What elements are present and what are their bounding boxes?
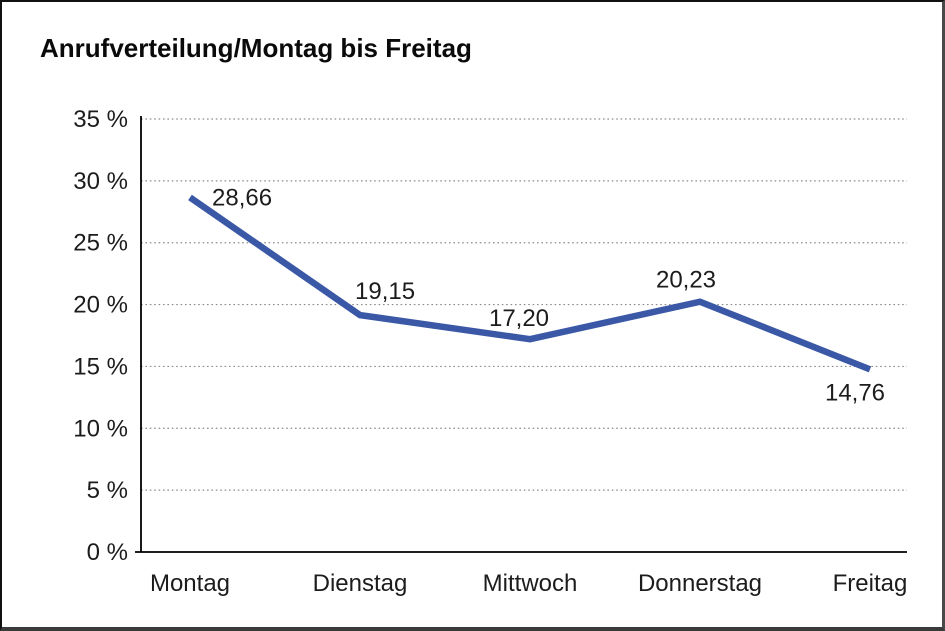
x-axis-category-label: Dienstag (313, 570, 408, 597)
data-point-label: 28,66 (212, 184, 272, 211)
x-axis-category-label: Donnerstag (638, 570, 762, 597)
y-axis-tick-label: 20 % (73, 292, 128, 319)
data-series-line (188, 194, 872, 373)
y-axis-tick-label: 0 % (87, 539, 128, 566)
chart-title: Anrufverteilung/Montag bis Freitag (40, 33, 472, 63)
data-point-label: 14,76 (825, 379, 885, 406)
x-axis-category-label: Mittwoch (483, 570, 578, 597)
x-axis-category-label: Freitag (833, 570, 908, 597)
x-axis-category-label: Montag (150, 570, 230, 597)
data-point-label: 17,20 (489, 305, 549, 332)
y-axis-tick-label: 35 % (73, 106, 128, 133)
y-axis-tick-label: 15 % (73, 353, 128, 380)
data-point-label: 19,15 (355, 278, 415, 305)
data-point-label: 20,23 (656, 267, 716, 294)
y-axis-tick-label: 30 % (73, 168, 128, 195)
y-axis-tick-label: 10 % (73, 415, 128, 442)
y-axis-tick-label: 25 % (73, 230, 128, 257)
y-axis-tick-label: 5 % (87, 477, 128, 504)
